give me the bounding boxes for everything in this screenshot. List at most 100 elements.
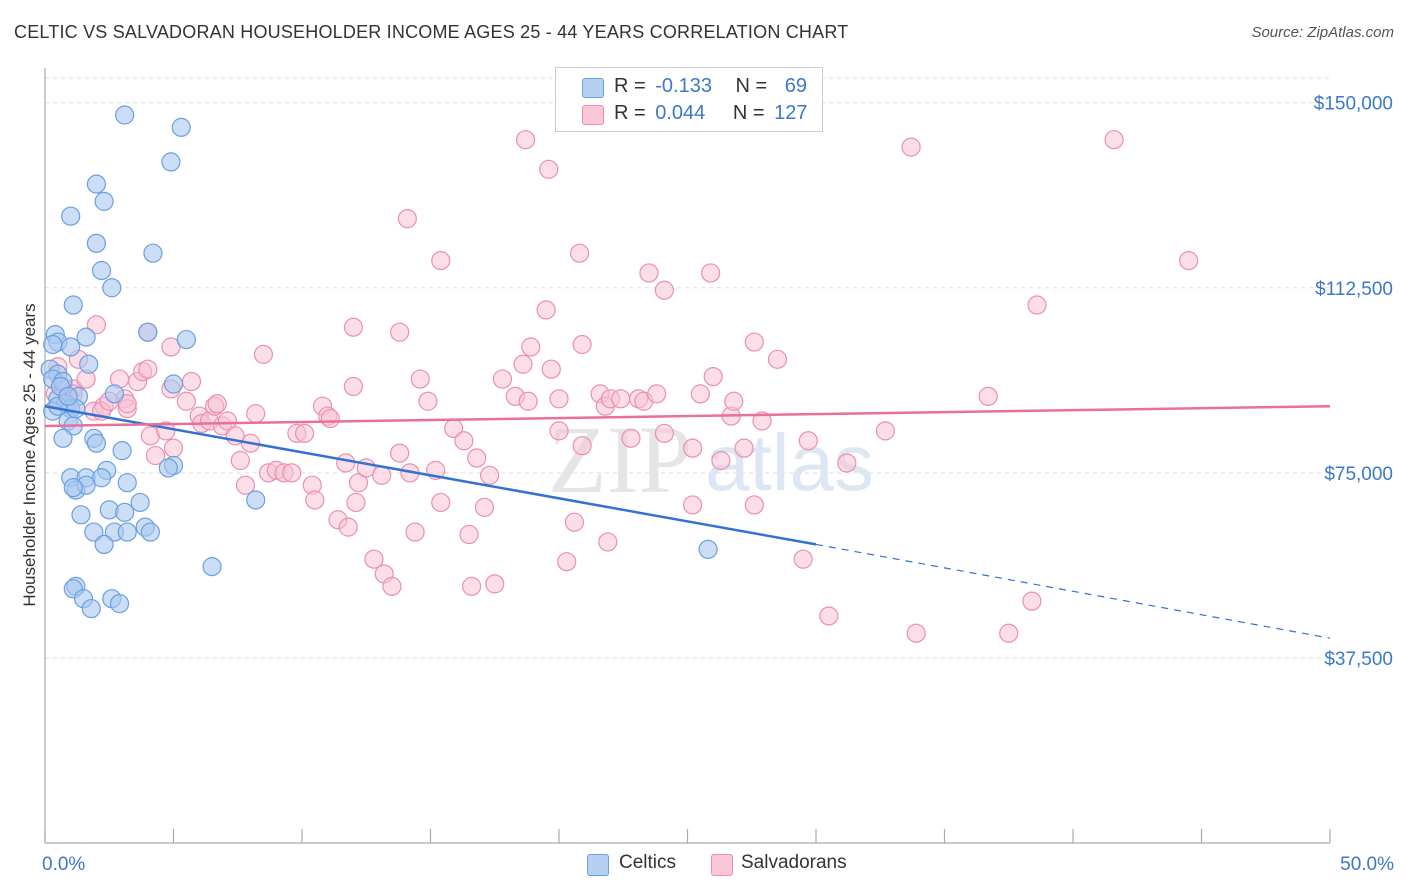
salvadorans-point <box>767 349 788 369</box>
salvadorans-point <box>246 404 266 424</box>
salvadorans-point <box>343 317 363 337</box>
celtics-point <box>698 539 718 559</box>
celtics-point <box>117 473 137 493</box>
salvadorans-point <box>683 438 703 458</box>
salvadorans-point <box>474 497 495 517</box>
axes <box>44 68 1331 844</box>
salvadorans-legend-swatch <box>711 854 733 876</box>
salvadorans-point <box>397 209 417 229</box>
celtics-point <box>202 557 222 577</box>
salvadorans-point <box>536 300 556 320</box>
celtics-point <box>86 233 107 253</box>
salvadorans-point <box>117 394 137 414</box>
salvadorans-point <box>647 384 667 404</box>
salvadorans-point <box>410 369 430 389</box>
salvadorans-point <box>462 576 482 596</box>
salvadorans-point <box>390 443 410 463</box>
salvadorans-point <box>744 495 764 515</box>
celtics-point <box>109 594 130 614</box>
salvadorans-point <box>235 475 256 495</box>
x-tick-labels: 0.0% 50.0% <box>42 854 1394 875</box>
salvadorans-point <box>431 492 451 513</box>
salvadorans-point <box>467 448 487 468</box>
salvadorans-point <box>564 512 585 532</box>
y-tick-label: $75,000 <box>1324 464 1393 485</box>
chart-title: CELTIC VS SALVADORAN HOUSEHOLDER INCOME … <box>14 22 849 42</box>
celtics-point <box>138 322 158 342</box>
salvadorans-point <box>454 431 474 451</box>
salvadorans-point <box>207 394 227 414</box>
salvadorans-point <box>557 552 577 572</box>
salvadorans-point <box>230 450 250 471</box>
n-label: N = <box>735 75 768 97</box>
celtics-point <box>171 117 191 137</box>
salvadorans-point <box>572 334 592 355</box>
celtics-point <box>246 490 266 510</box>
salvadorans-point <box>518 391 538 411</box>
salvadorans-point <box>711 450 731 471</box>
salvadorans-point <box>1022 591 1042 611</box>
salvadorans-point <box>724 391 744 411</box>
salvadorans-point <box>431 251 451 271</box>
celtics-point <box>84 522 104 542</box>
salvadorans-r-value: 0.044 <box>655 102 706 124</box>
celtics-swatch <box>582 78 604 98</box>
celtics-point <box>43 334 63 355</box>
r-label: R = <box>614 102 646 124</box>
salvadorans-point <box>176 391 196 411</box>
salvadorans-point <box>703 366 723 387</box>
celtics-legend-swatch <box>587 854 609 876</box>
gridlines <box>45 77 1330 659</box>
salvadorans-point <box>145 445 166 466</box>
celtics-points <box>40 105 718 619</box>
salvadorans-point <box>654 280 674 300</box>
celtics-point <box>161 152 181 172</box>
salvadorans-point <box>598 532 618 552</box>
salvadorans-point <box>346 492 366 513</box>
celtics-point <box>94 191 114 211</box>
salvadorans-point <box>161 337 181 357</box>
trend-lines <box>44 404 1331 639</box>
salvadorans-point <box>181 371 202 392</box>
salvadorans-point <box>621 428 641 448</box>
salvadorans-point <box>336 453 356 473</box>
salvadorans-point <box>654 423 674 443</box>
celtics-point <box>140 522 160 542</box>
celtics-point <box>58 386 78 406</box>
salvadorans-point <box>549 389 569 409</box>
celtics-trend-extension <box>815 543 1331 639</box>
celtics-point <box>163 374 184 394</box>
celtics-point <box>76 327 96 347</box>
salvadorans-point <box>734 438 754 458</box>
salvadorans-point <box>282 463 302 483</box>
salvadorans-point <box>521 337 541 357</box>
salvadorans-point <box>390 322 410 342</box>
salvadorans-point <box>480 465 500 485</box>
salvadorans-point <box>539 159 559 179</box>
celtics-point <box>115 502 135 522</box>
salvadorans-point <box>798 431 818 451</box>
salvadorans-point <box>348 473 369 493</box>
r-label: R = <box>614 75 646 97</box>
salvadorans-point <box>752 411 772 431</box>
celtics-point <box>91 260 112 281</box>
y-tick-label: $37,500 <box>1324 649 1393 670</box>
salvadorans-point <box>875 421 895 441</box>
salvadorans-point <box>837 453 857 473</box>
salvadorans-swatch <box>582 105 604 125</box>
salvadorans-point <box>338 517 358 537</box>
celtics-point <box>130 492 150 513</box>
salvadorans-point <box>492 369 513 389</box>
celtics-point <box>61 206 81 226</box>
celtics-r-value: -0.133 <box>655 75 712 97</box>
salvadorans-point <box>569 243 590 263</box>
salvadorans-point <box>138 359 158 379</box>
watermark-zip: ZIP <box>548 406 692 513</box>
watermark: ZIP atlas <box>548 406 874 513</box>
y-tick-label: $150,000 <box>1314 94 1393 115</box>
salvadorans-point <box>701 263 721 283</box>
celtics-point <box>94 534 114 555</box>
celtics-point <box>71 505 91 525</box>
salvadorans-point <box>744 332 764 352</box>
salvadorans-point <box>1027 295 1047 315</box>
